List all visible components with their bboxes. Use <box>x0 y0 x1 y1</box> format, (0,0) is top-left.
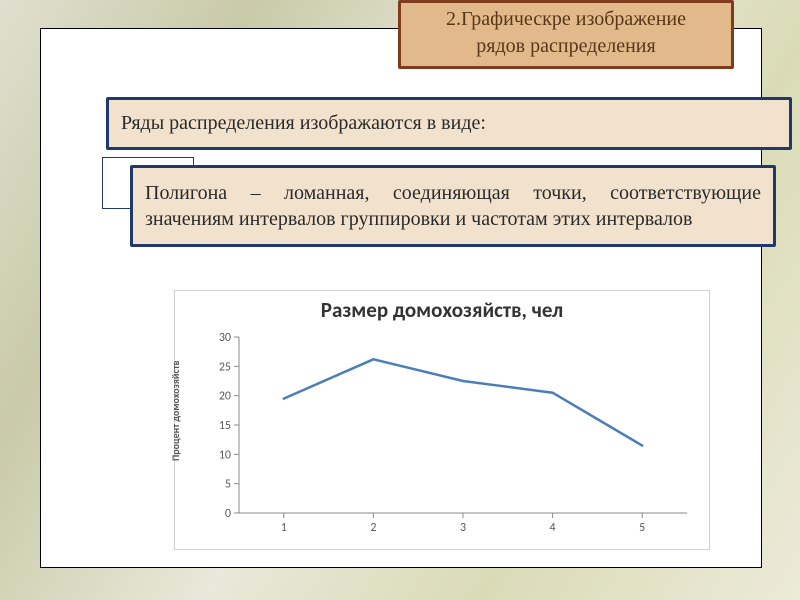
header-line1: 2.Графическре изображение <box>446 8 686 30</box>
svg-text:5: 5 <box>225 478 231 492</box>
svg-text:30: 30 <box>219 331 231 345</box>
intro-box: Ряды распределения изображаются в виде: <box>106 97 792 150</box>
slide-frame: Ряды распределения изображаются в виде: … <box>40 28 762 568</box>
header-line2: рядов распределения <box>476 35 655 57</box>
chart-container: Размер домохозяйств, чел Процент домохоз… <box>174 290 710 550</box>
svg-text:2: 2 <box>370 521 376 535</box>
svg-text:0: 0 <box>225 507 231 521</box>
svg-text:3: 3 <box>460 521 466 535</box>
intro-text: Ряды распределения изображаются в виде: <box>121 112 486 134</box>
svg-text:25: 25 <box>219 360 231 374</box>
definition-box: Полигона – ломанная, соединяющая точки, … <box>130 165 776 247</box>
svg-text:5: 5 <box>639 521 645 535</box>
section-header: 2.Графическре изображение рядов распреде… <box>398 0 734 69</box>
chart-ylabel: Процент домохозяйств <box>169 361 182 461</box>
svg-text:4: 4 <box>550 521 556 535</box>
svg-text:15: 15 <box>219 419 231 433</box>
line-chart: 0 5 10 15 20 25 30 1 2 3 4 5 <box>201 329 699 541</box>
svg-text:20: 20 <box>219 390 231 404</box>
svg-text:10: 10 <box>219 448 231 462</box>
chart-title: Размер домохозяйств, чел <box>175 297 709 323</box>
svg-text:1: 1 <box>281 521 287 535</box>
definition-text: Полигона – ломанная, соединяющая точки, … <box>145 182 761 230</box>
